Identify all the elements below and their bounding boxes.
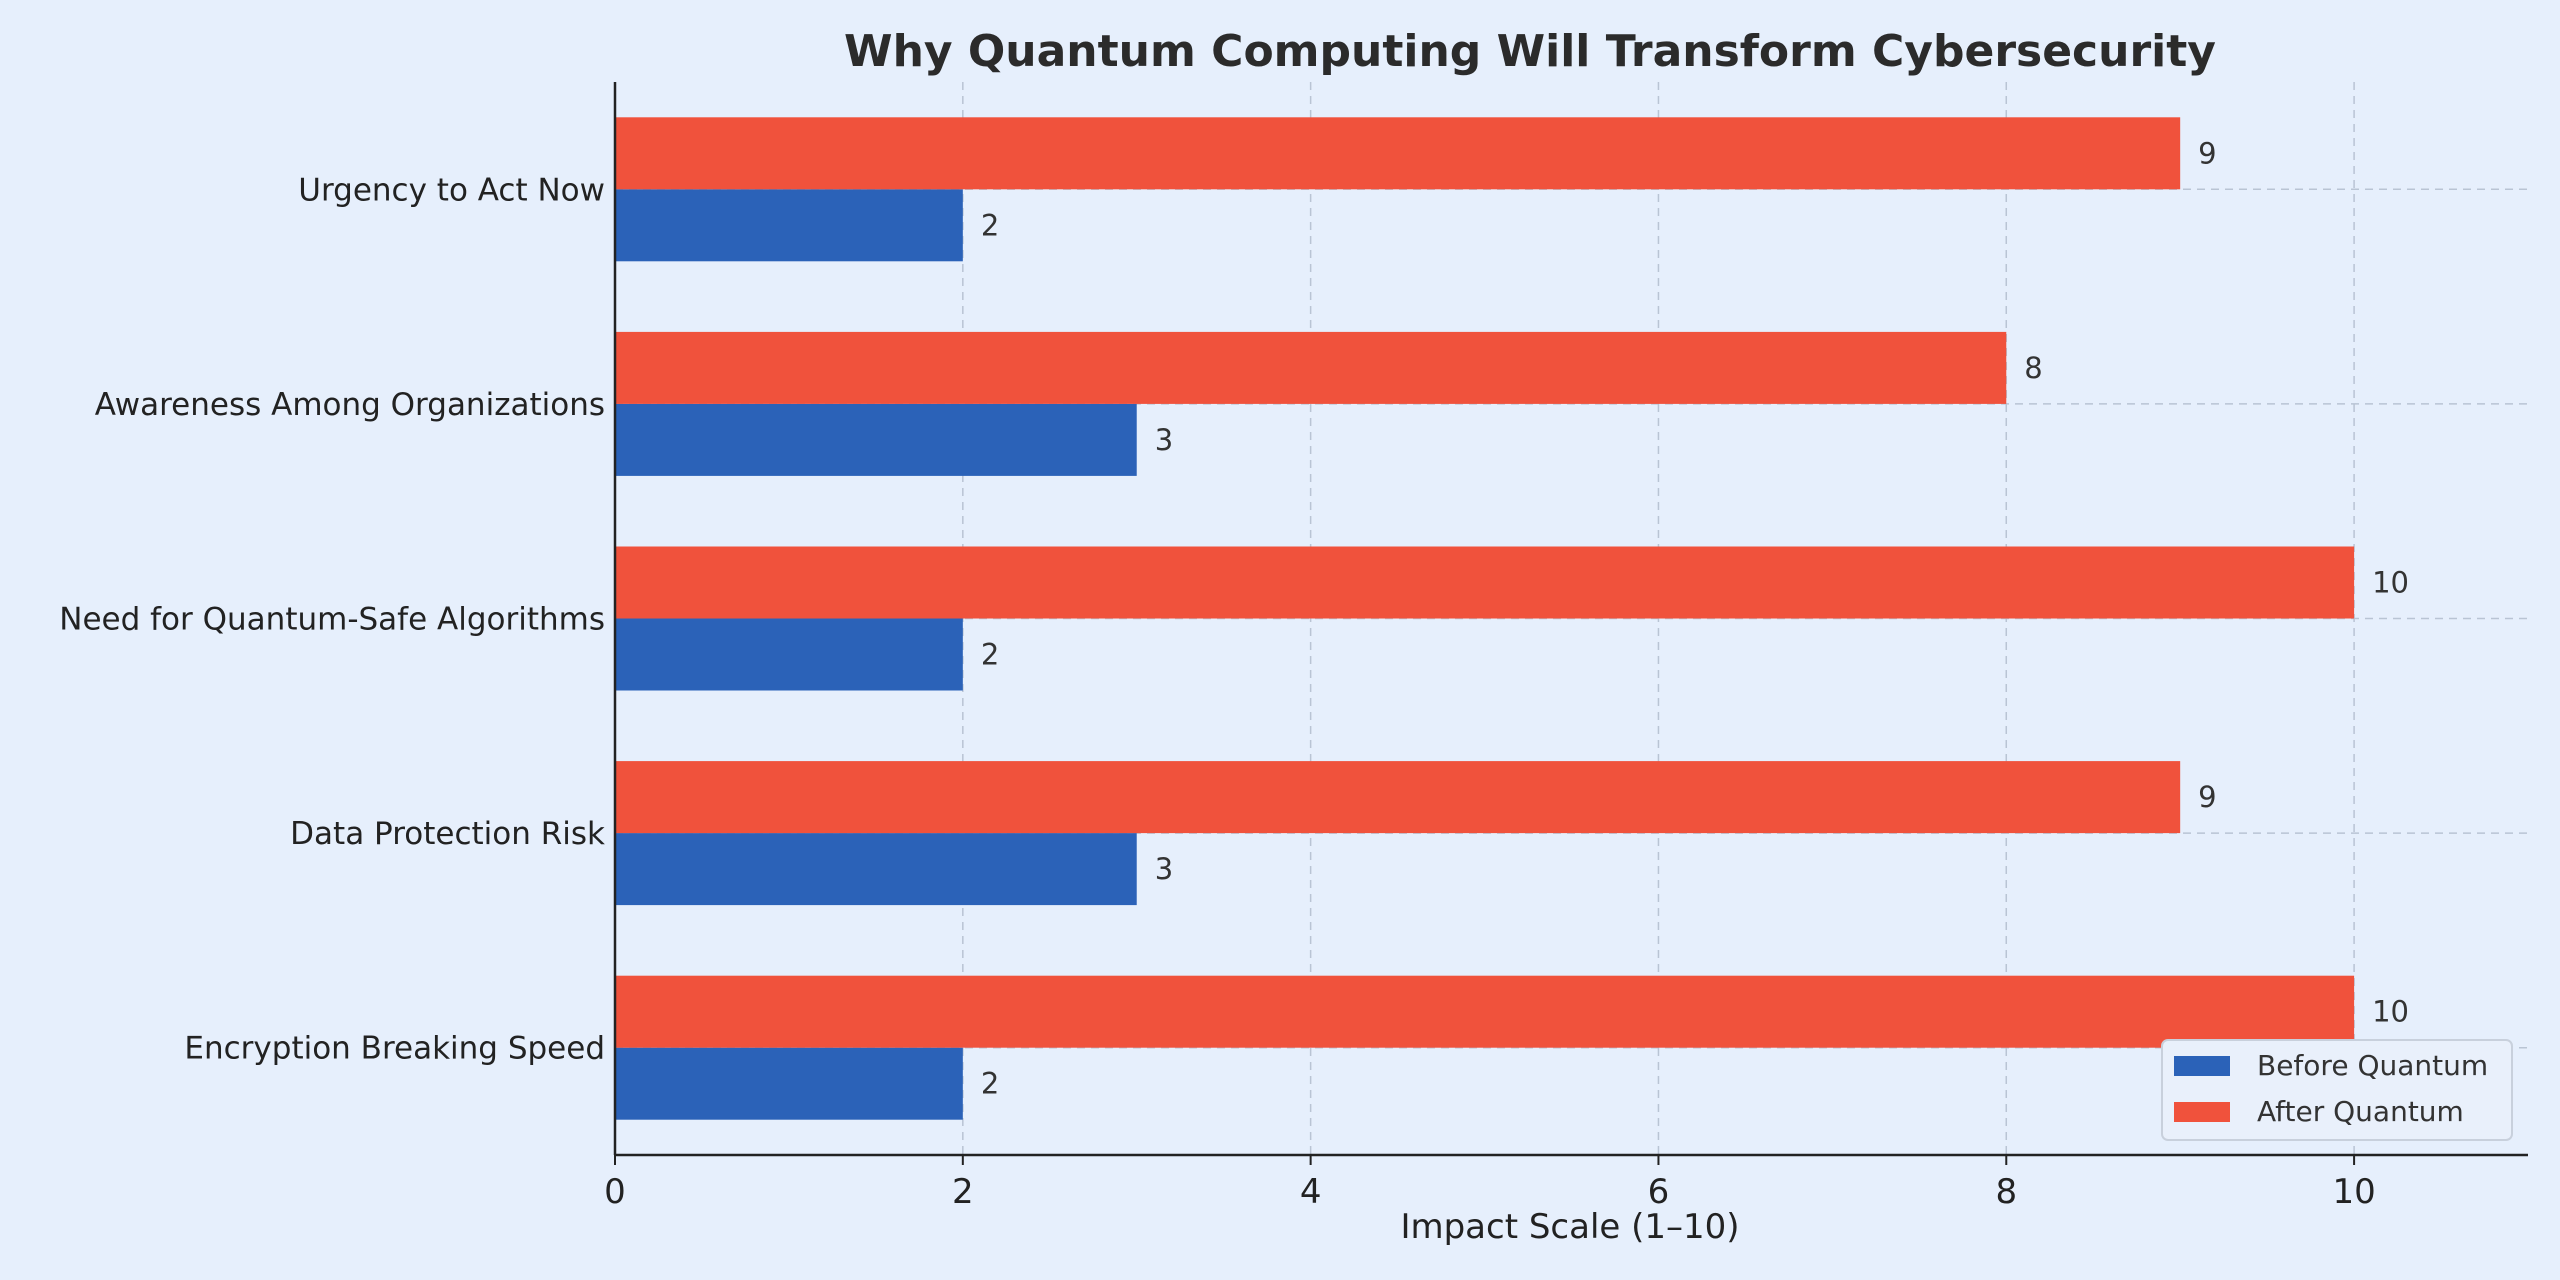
bar-value-label: 9 (2198, 780, 2216, 814)
legend-swatch (2174, 1102, 2230, 1122)
legend-box (2161, 1039, 2513, 1141)
bars (615, 117, 2355, 1120)
bar-value-label: 10 (2372, 995, 2409, 1029)
legend-label: Before Quantum (2257, 1049, 2488, 1082)
y-tick-label: Data Protection Risk (290, 816, 605, 852)
x-tick-label: 8 (1995, 1172, 2017, 1212)
y-tick-label: Encryption Breaking Speed (184, 1031, 605, 1067)
x-tick-label: 6 (1648, 1172, 1670, 1212)
y-tick-label: Awareness Among Organizations (95, 387, 605, 423)
chart-title: Why Quantum Computing Will Transform Cyb… (844, 26, 2216, 77)
x-tick-label: 2 (952, 1172, 974, 1212)
bar-after-quantum (615, 761, 2181, 834)
x-tick-label: 10 (2332, 1172, 2375, 1212)
bar-after-quantum (615, 331, 2007, 404)
bar-value-label: 10 (2372, 566, 2409, 600)
axes (613, 82, 2528, 1165)
x-axis-label: Impact Scale (1–10) (1400, 1207, 1739, 1247)
legend-label: After Quantum (2257, 1095, 2464, 1128)
x-tick-label: 0 (604, 1172, 626, 1212)
bar-value-label: 9 (2198, 136, 2216, 170)
bar-value-label: 3 (1155, 852, 1173, 886)
bar-value-label: 3 (1155, 423, 1173, 457)
bar-before-quantum (615, 833, 1137, 906)
legend: Before Quantum After Quantum (2161, 1039, 2513, 1141)
legend-swatch (2174, 1056, 2230, 1076)
bar-after-quantum (615, 117, 2181, 190)
bar-value-label: 8 (2024, 351, 2042, 385)
bar-before-quantum (615, 403, 1137, 476)
bar-after-quantum (615, 546, 2355, 619)
y-tick-label: Urgency to Act Now (298, 172, 605, 208)
bar-value-label: 2 (981, 1067, 999, 1101)
bar-before-quantum (615, 189, 963, 262)
bar-after-quantum (615, 975, 2355, 1048)
bar-value-label: 2 (981, 208, 999, 242)
y-tick-label: Need for Quantum-Safe Algorithms (59, 602, 605, 638)
x-tick-label: 4 (1300, 1172, 1322, 1212)
labels: 2 10 Encryption Breaking Speed 3 9 Data Prote… (59, 136, 2409, 1212)
bar-value-label: 2 (981, 638, 999, 672)
bar-before-quantum (615, 1047, 963, 1120)
bar-before-quantum (615, 618, 963, 691)
